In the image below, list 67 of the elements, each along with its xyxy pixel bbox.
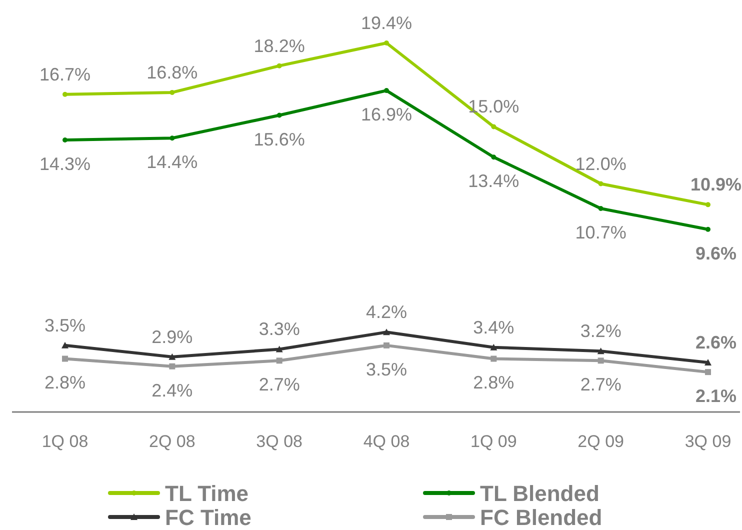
point	[62, 356, 68, 362]
data-label: 14.3%	[39, 154, 91, 174]
data-label: 2.8%	[44, 372, 86, 393]
point	[383, 328, 390, 336]
point	[169, 363, 176, 370]
point	[706, 202, 710, 208]
data-label: 19.4%	[360, 13, 412, 33]
x-tick-label: 2Q 08	[149, 432, 196, 451]
data-label: 15.0%	[468, 96, 520, 117]
data-label: 2.7%	[258, 374, 300, 395]
data-label: 15.6%	[254, 129, 305, 150]
data-label: 3.5%	[44, 315, 86, 336]
point	[276, 112, 282, 118]
point	[598, 181, 604, 186]
point	[62, 138, 68, 143]
point	[62, 92, 68, 97]
data-label: 16.9%	[360, 104, 412, 125]
data-label: 9.6%	[695, 243, 737, 264]
legend-label: FC Time	[165, 505, 252, 530]
point	[276, 346, 283, 352]
point	[490, 344, 498, 350]
legend-label: FC Blended	[480, 505, 602, 530]
data-label: 2.8%	[473, 372, 514, 393]
point	[490, 356, 497, 362]
point	[598, 358, 604, 364]
data-label: 2.6%	[695, 332, 737, 353]
data-label: 16.8%	[146, 62, 198, 82]
data-label: 13.4%	[468, 171, 520, 192]
point	[384, 342, 390, 348]
point	[276, 63, 282, 68]
data-label: 4.2%	[366, 302, 408, 322]
data-label: 3.3%	[258, 319, 300, 340]
data-label: 16.7%	[39, 64, 91, 84]
data-label: 2.9%	[152, 326, 193, 347]
point	[704, 359, 712, 366]
point	[170, 90, 175, 95]
point	[384, 40, 389, 46]
data-label: 2.4%	[152, 380, 193, 400]
data-label: 18.2%	[254, 36, 305, 56]
data-label: 2.7%	[580, 374, 622, 395]
data-label: 3.2%	[580, 321, 622, 342]
legend-label: TL Blended	[480, 481, 600, 506]
x-tick-label: 1Q 08	[42, 432, 88, 451]
point	[705, 369, 711, 376]
data-label: 3.4%	[473, 317, 514, 338]
data-label: 3.5%	[366, 359, 408, 380]
point	[276, 358, 282, 364]
data-label: 12.0%	[575, 154, 626, 174]
data-label: 2.1%	[695, 386, 737, 406]
x-tick-label: 3Q 09	[684, 432, 732, 451]
point	[170, 136, 175, 141]
x-tick-label: 4Q 08	[363, 432, 410, 451]
point	[491, 154, 496, 160]
point	[597, 348, 604, 354]
data-label: 14.4%	[146, 152, 198, 172]
x-tick-label: 2Q 09	[578, 432, 624, 451]
x-tick-label: 1Q 09	[470, 432, 517, 451]
point	[598, 206, 604, 211]
point	[491, 124, 496, 130]
point	[168, 353, 176, 360]
point	[384, 88, 389, 94]
point	[62, 342, 68, 348]
data-label: 10.9%	[690, 174, 742, 195]
x-tick-label: 3Q 08	[256, 432, 302, 451]
point	[706, 226, 710, 232]
data-label: 10.7%	[575, 222, 626, 242]
legend-label: TL Time	[165, 481, 249, 506]
